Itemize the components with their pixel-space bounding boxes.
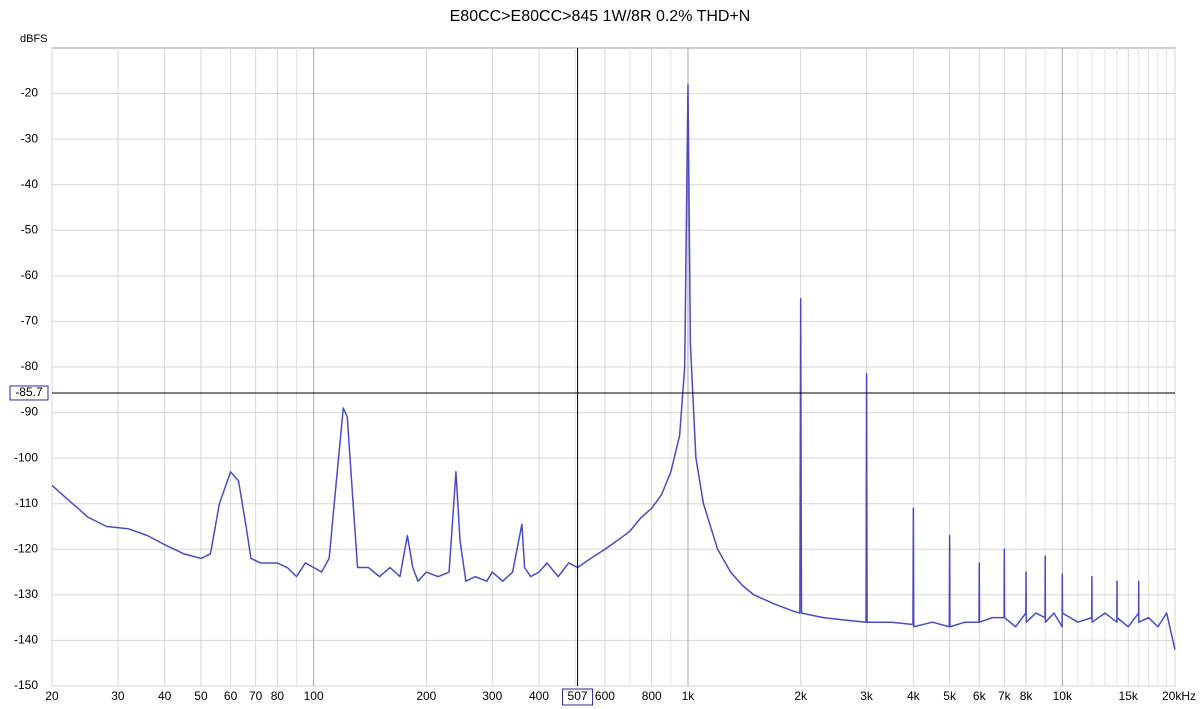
y-tick-label: -90	[21, 405, 39, 419]
x-tick-label: 70	[249, 689, 263, 703]
x-tick-label: 6k	[973, 689, 987, 703]
x-tick-label: 200	[416, 689, 436, 703]
x-tick-label: 400	[529, 689, 549, 703]
x-tick-label: 40	[158, 689, 172, 703]
x-tick-label: 600	[595, 689, 615, 703]
x-tick-label: 30	[111, 689, 125, 703]
x-tick-label: 5k	[943, 689, 957, 703]
y-tick-label: -110	[15, 496, 38, 510]
x-tick-label: 2k	[794, 689, 808, 703]
y-axis-label: dBFS	[20, 33, 48, 45]
y-tick-label: -100	[14, 450, 38, 464]
cursor-y-box	[9, 385, 49, 401]
x-tick-label: 8k	[1020, 689, 1034, 703]
y-tick-label: -20	[21, 86, 39, 100]
x-tick-label: 3k	[860, 689, 874, 703]
x-tick-label: 4k	[907, 689, 921, 703]
x-tick-label: 10k	[1053, 689, 1073, 703]
y-tick-label: -30	[21, 131, 39, 145]
y-tick-label: -150	[14, 678, 38, 692]
x-tick-label: 50	[194, 689, 208, 703]
x-tick-label: 800	[642, 689, 662, 703]
x-tick-label: 60	[224, 689, 238, 703]
x-tick-label: 15k	[1119, 689, 1139, 703]
y-tick-label: -120	[14, 541, 38, 555]
x-tick-label: 1k	[682, 689, 696, 703]
y-tick-label: -50	[21, 222, 39, 236]
x-tick-label: 7k	[998, 689, 1012, 703]
cursor-y-label: -85.7	[15, 385, 43, 399]
x-tick-label: 300	[482, 689, 502, 703]
y-tick-label: -40	[21, 177, 39, 191]
chart-title: E80CC>E80CC>845 1W/8R 0.2% THD+N	[450, 8, 751, 25]
cursor-x-box	[562, 688, 594, 706]
x-tick-label: 20kHz	[1162, 689, 1196, 703]
y-tick-label: -80	[21, 359, 39, 373]
y-tick-label: -130	[14, 587, 38, 601]
x-tick-label: 100	[304, 689, 324, 703]
cursor-x-label: 507	[568, 689, 588, 703]
y-tick-label: -70	[21, 314, 39, 328]
y-tick-label: -60	[21, 268, 39, 282]
x-tick-label: 80	[271, 689, 285, 703]
y-tick-label: -140	[14, 633, 38, 647]
x-tick-label: 20	[45, 689, 59, 703]
spectrum-line	[51, 83, 1176, 650]
